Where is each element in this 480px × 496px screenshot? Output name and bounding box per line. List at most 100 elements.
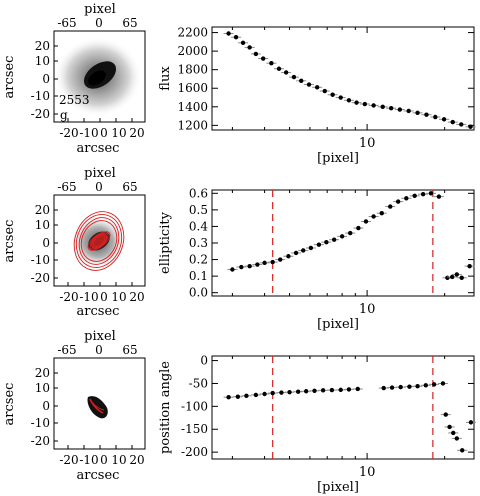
thumb-2-top-tick: 65: [122, 180, 137, 194]
data-point: [406, 108, 411, 114]
data-point: [226, 395, 231, 400]
y-axis-label: position angle: [158, 361, 173, 454]
data-point: [459, 122, 464, 127]
data-point: [415, 110, 420, 116]
data-point: [233, 35, 239, 40]
data-point: [397, 107, 403, 112]
data-point: [371, 103, 376, 108]
thumb-3-left-tick: -20: [31, 434, 50, 448]
data-point: [454, 272, 460, 277]
thumb-1-bottom-tick: -20: [59, 126, 78, 140]
data-point: [287, 389, 292, 395]
x-axis-label: [pixel]: [317, 151, 359, 166]
data-point: [420, 191, 426, 197]
thumb-2-core-fill: [90, 233, 108, 249]
data-point: [388, 204, 393, 209]
data-point: [346, 387, 352, 392]
data-point: [346, 98, 352, 103]
data-point: [279, 390, 284, 395]
data-point: [299, 78, 304, 84]
thumb-3-left-tick: 0: [42, 399, 50, 413]
data-point: [433, 114, 438, 120]
y-tick-label: -150: [181, 422, 208, 436]
data-point: [312, 388, 317, 393]
thumb-3-bottom-tick: -20: [59, 453, 78, 467]
thumb-2-top-tick: -65: [57, 180, 76, 194]
y-tick-label: 1200: [177, 118, 208, 132]
data-point: [381, 385, 386, 391]
thumb-3-bottom-tick: 0: [100, 453, 108, 467]
thumb-2-top-tick: 0: [95, 180, 103, 194]
data-point: [329, 387, 335, 393]
data-point: [440, 381, 446, 386]
y-tick-label: 0.3: [189, 236, 208, 250]
y-tick-label: 0.1: [189, 269, 208, 283]
data-point: [459, 275, 464, 280]
thumb-1-left-tick: 20: [35, 39, 50, 53]
data-point: [412, 193, 417, 198]
thumb-1-galaxy-image: [54, 37, 142, 117]
ellipticity-profile-plot: 10 0.0 0.1 0.2 0.3 0.4 0.5 0.6 [pixel] ellipticit…: [158, 186, 475, 332]
data-point: [363, 219, 369, 224]
data-point: [247, 45, 252, 50]
y-tick-label: 0.4: [189, 219, 208, 233]
thumb-3-left-tick: -10: [31, 416, 50, 430]
thumb-3-left-tick: 10: [35, 381, 50, 395]
data-point: [380, 104, 385, 110]
data-point: [226, 31, 231, 36]
thumb-1-band: g: [60, 108, 68, 122]
data-point: [450, 119, 455, 125]
data-point: [260, 56, 266, 61]
data-point: [255, 262, 260, 267]
thumb-1-bottom-tick: 20: [129, 126, 144, 140]
thumb-3-bottom-tick: 10: [111, 453, 126, 467]
y-tick-label: 1400: [177, 100, 208, 114]
thumb-2-bottom-label: arcsec: [77, 304, 120, 319]
data-point: [230, 267, 235, 272]
y-axis-label: flux: [158, 66, 173, 91]
data-point: [320, 388, 326, 393]
data-point: [316, 242, 322, 247]
thumb-1-left-tick: 0: [42, 72, 50, 86]
data-point: [247, 263, 252, 269]
data-point: [445, 275, 450, 280]
thumb-2-bottom-tick: 10: [111, 290, 126, 304]
y-tick-label: 0.6: [189, 186, 208, 200]
thumb-3-left-tick: 20: [35, 366, 50, 380]
data-point: [362, 101, 368, 107]
y-axis-label: ellipticity: [158, 211, 173, 274]
thumb-2-bottom-tick: 20: [129, 290, 144, 304]
y-tick-label: 2200: [177, 26, 208, 40]
thumb-1-bottom-label: arcsec: [77, 141, 120, 156]
data-point: [450, 274, 455, 280]
data-point: [239, 264, 244, 270]
data-point: [460, 448, 465, 453]
data-point: [354, 100, 359, 105]
y-tick-label: 0: [200, 354, 208, 368]
thumb-1-bottom-tick: 10: [111, 126, 126, 140]
data-point: [324, 239, 329, 245]
thumb-2-bottom-tick: 0: [100, 290, 108, 304]
thumb-1-top-tick: -65: [57, 16, 76, 30]
data-point: [447, 424, 452, 430]
thumb-3-bottom-label: arcsec: [77, 468, 120, 483]
thumb-3-top-tick: 65: [122, 343, 137, 357]
x-tick-label: 10: [359, 465, 376, 480]
thumb-2-left-tick: -20: [31, 271, 50, 285]
y-tick-label: 0.0: [189, 286, 208, 300]
data-point: [262, 260, 267, 266]
plot-frame: [211, 355, 475, 460]
data-point: [388, 105, 394, 111]
position-angle-profile-plot: 10 0 -50 -100 -150 -200 [pixel] position angle: [158, 354, 476, 495]
x-axis-label: [pixel]: [317, 480, 359, 495]
plot-frame: [211, 26, 475, 131]
y-tick-label: -100: [181, 399, 208, 413]
data-point: [295, 389, 301, 394]
y-tick-label: 0.2: [189, 253, 208, 267]
thumb-3-top-tick: 0: [95, 343, 103, 357]
data-point: [398, 384, 403, 390]
thumb-2-left-label: arcsec: [2, 220, 17, 263]
data-point: [355, 386, 360, 392]
data-point: [269, 60, 274, 66]
thumb-1: pixel -65 0 65 20 10 0 -10 -20 arcsec -2…: [2, 2, 146, 156]
